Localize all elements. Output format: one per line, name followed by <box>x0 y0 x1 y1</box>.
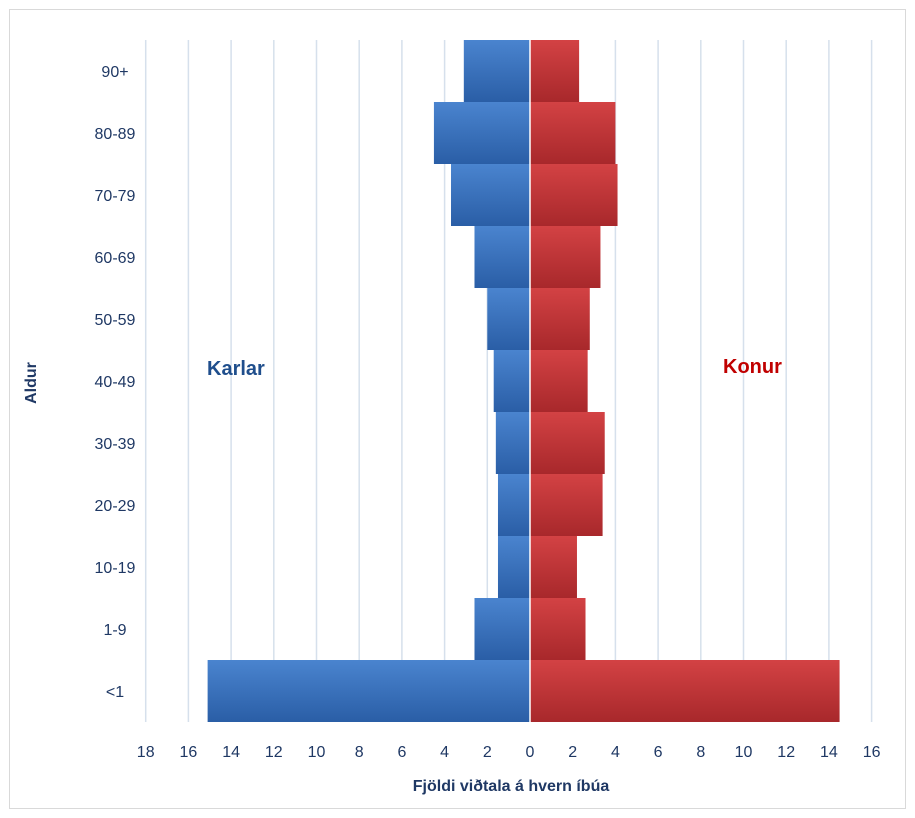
bar-konur <box>530 474 603 536</box>
bar-karlar <box>451 164 530 226</box>
bar-konur <box>530 536 577 598</box>
y-category-label: 70-79 <box>95 188 136 205</box>
labels: 18 16 14 12 10 8 6 4 2 0 2 4 6 8 10 12 14 16 90+ 80-89 70-79… <box>95 64 881 761</box>
bar-konur <box>530 288 590 350</box>
bar-karlar <box>207 660 531 722</box>
annotation-karlar: Karlar <box>207 358 265 380</box>
bar-konur <box>530 164 618 226</box>
bars <box>207 40 840 722</box>
x-tick-label: 2 <box>483 744 492 761</box>
bar-konur <box>530 226 601 288</box>
y-category-label: 60-69 <box>95 250 136 267</box>
x-tick-label: 8 <box>696 744 705 761</box>
y-category-label: 20-29 <box>95 498 136 515</box>
x-tick-label: 14 <box>222 744 240 761</box>
x-tick-label: 12 <box>777 744 795 761</box>
bar-konur <box>530 40 580 102</box>
bar-karlar <box>474 226 530 288</box>
y-category-label: <1 <box>106 684 124 701</box>
x-tick-label: 14 <box>820 744 838 761</box>
y-category-label: 30-39 <box>95 436 136 453</box>
y-category-label: 50-59 <box>95 312 136 329</box>
x-tick-label: 0 <box>526 744 535 761</box>
bar-konur <box>530 102 616 164</box>
x-tick-label: 16 <box>180 744 198 761</box>
bar-konur <box>530 350 588 412</box>
y-category-label: 40-49 <box>95 374 136 391</box>
x-tick-label: 6 <box>654 744 663 761</box>
bar-karlar <box>495 412 530 474</box>
bar-karlar <box>487 288 530 350</box>
x-tick-label: 4 <box>440 744 449 761</box>
x-tick-label: 10 <box>735 744 753 761</box>
bar-karlar <box>497 474 530 536</box>
x-axis-title: Fjöldi viðtala á hvern íbúa <box>413 778 610 795</box>
y-category-label: 1-9 <box>103 622 126 639</box>
bar-karlar <box>497 536 530 598</box>
x-tick-label: 8 <box>355 744 364 761</box>
y-category-label: 80-89 <box>95 126 136 143</box>
x-tick-label: 4 <box>611 744 620 761</box>
x-tick-label: 2 <box>568 744 577 761</box>
bar-karlar <box>433 102 530 164</box>
bar-konur <box>530 660 840 722</box>
x-tick-label: 6 <box>397 744 406 761</box>
bar-karlar <box>474 598 530 660</box>
annotation-konur: Konur <box>723 356 782 378</box>
y-axis-title: Aldur <box>23 362 40 404</box>
x-tick-label: 12 <box>265 744 283 761</box>
y-category-label: 90+ <box>101 64 128 81</box>
y-category-label: 10-19 <box>95 560 136 577</box>
x-tick-label: 16 <box>863 744 881 761</box>
bar-karlar <box>463 40 530 102</box>
bar-konur <box>530 412 605 474</box>
bar-karlar <box>493 350 530 412</box>
bar-konur <box>530 598 586 660</box>
x-tick-label: 10 <box>308 744 326 761</box>
x-tick-label: 18 <box>137 744 155 761</box>
